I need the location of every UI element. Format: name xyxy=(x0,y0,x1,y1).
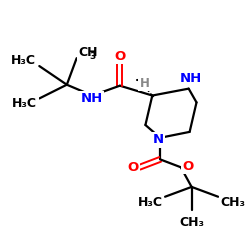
Text: O: O xyxy=(114,50,126,63)
Text: H: H xyxy=(140,77,149,90)
Text: O: O xyxy=(127,161,138,174)
Text: CH₃: CH₃ xyxy=(220,196,245,209)
Text: NH: NH xyxy=(180,72,202,85)
Text: N: N xyxy=(153,133,164,146)
Text: H₃C: H₃C xyxy=(12,97,37,110)
Text: H: H xyxy=(26,54,36,67)
Text: CH₃: CH₃ xyxy=(179,216,204,230)
Text: NH: NH xyxy=(80,92,102,105)
Text: O: O xyxy=(182,160,193,173)
Text: H₃C: H₃C xyxy=(138,196,163,209)
Text: CH: CH xyxy=(78,46,98,59)
Text: H₃C: H₃C xyxy=(11,54,36,67)
Text: 3: 3 xyxy=(90,52,96,61)
